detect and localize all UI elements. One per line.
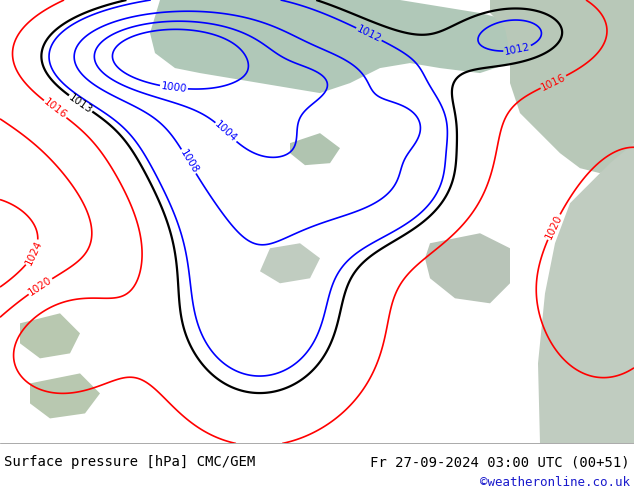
Text: 1016: 1016 [42,97,68,121]
Text: 1020: 1020 [27,275,54,298]
Text: Surface pressure [hPa] CMC/GEM: Surface pressure [hPa] CMC/GEM [4,455,256,469]
Polygon shape [490,0,634,173]
Polygon shape [20,313,80,358]
Text: 1004: 1004 [213,120,239,145]
Text: 1013: 1013 [67,92,94,115]
Text: 1020: 1020 [543,213,564,241]
Text: 1012: 1012 [503,42,531,57]
Text: Fr 27-09-2024 03:00 UTC (00+51): Fr 27-09-2024 03:00 UTC (00+51) [370,455,630,469]
Polygon shape [425,233,510,303]
Text: 1024: 1024 [23,239,44,267]
Text: 1012: 1012 [355,24,383,45]
Polygon shape [290,133,340,165]
Text: 1016: 1016 [540,72,567,92]
Text: 1000: 1000 [160,81,188,94]
Text: 1008: 1008 [178,147,200,175]
Polygon shape [260,243,320,283]
Polygon shape [538,143,634,443]
Text: ©weatheronline.co.uk: ©weatheronline.co.uk [480,476,630,489]
Polygon shape [150,0,530,93]
Polygon shape [30,373,100,418]
